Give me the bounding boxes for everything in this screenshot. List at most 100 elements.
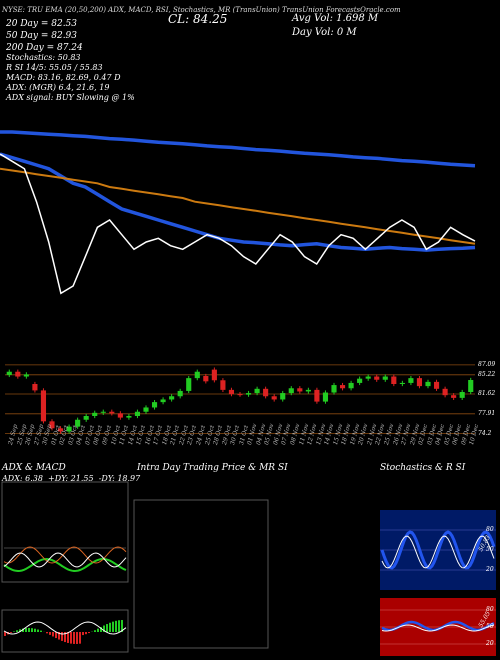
macd-histogram-bar: [16, 630, 18, 632]
candle-body: [203, 376, 209, 382]
candle-body: [151, 402, 158, 408]
stochastics-d-line: [381, 535, 495, 569]
adx-panel-labels: ADX: 6.38 +DY: 21.55 -DY: 18.97: [2, 474, 140, 483]
macd-histogram-bar: [34, 628, 36, 632]
stochastics-value-label: Stochastics: 50.83: [6, 53, 81, 62]
macd-histogram-bar: [55, 632, 57, 639]
candle-body: [365, 376, 371, 379]
macd-histogram-bar: [10, 632, 12, 633]
adx-green-line: [3, 557, 127, 573]
candle-body: [92, 412, 98, 416]
candle-body: [374, 376, 380, 380]
macd-histogram-bar: [82, 632, 84, 636]
candle-body: [399, 382, 405, 384]
stochastics-tick-label: 20: [486, 566, 494, 573]
stochastics-tick-label: 80: [486, 526, 494, 533]
macd-histogram-bar: [85, 632, 87, 635]
candle-body: [442, 388, 448, 396]
candle-body: [211, 369, 217, 381]
day-volume-label: Day Vol: 0 M: [292, 27, 357, 38]
candle-body: [263, 388, 269, 397]
candle-body: [297, 388, 303, 392]
avg-volume-label: Avg Vol: 1.698 M: [292, 13, 379, 24]
macd-histogram-bar: [22, 628, 24, 632]
candle-body: [32, 384, 38, 391]
candle-body: [331, 385, 337, 393]
candle-body: [425, 381, 431, 387]
macd-line: [3, 621, 127, 635]
macd-histogram-bar: [118, 620, 120, 632]
candle-body: [433, 381, 440, 389]
macd-histogram-bar: [121, 620, 123, 632]
candle-body: [126, 416, 132, 418]
candle-body: [245, 393, 252, 395]
candle-body: [160, 399, 166, 403]
macd-histogram-bar: [88, 632, 90, 634]
macd-panel-frame: [1, 609, 129, 653]
candle-body: [468, 380, 474, 392]
macd-histogram-bar: [46, 632, 48, 634]
macd-histogram-bar: [64, 632, 66, 643]
stochastics-k-line: [380, 530, 496, 570]
candle-body: [40, 390, 47, 422]
candle-body: [339, 385, 346, 389]
macd-histogram-bar: [73, 632, 75, 644]
candle-body: [228, 389, 235, 395]
macd-histogram-bar: [4, 632, 6, 636]
price-line: [0, 153, 476, 295]
adx-macd-title: ADX & MACD: [2, 463, 66, 473]
ema20-label: 20 Day = 82.53: [6, 19, 78, 29]
candle-body: [288, 388, 294, 394]
adx-label: ADX: 6.38: [2, 474, 43, 483]
macd-histogram-bar: [103, 625, 105, 632]
candle-body: [314, 389, 320, 402]
rsi-signal-line: [381, 624, 495, 632]
candle-body: [83, 416, 89, 420]
macd-histogram-bar: [49, 632, 51, 635]
candle-body: [391, 376, 397, 384]
candle-tick-label: 77.91: [478, 409, 496, 417]
candle-body: [15, 371, 21, 377]
candle-body: [280, 393, 286, 400]
ema50-line: [0, 167, 476, 245]
stochastics-tick-label: 50: [486, 546, 494, 553]
candle-tick-label: 81.62: [478, 390, 496, 398]
rsi-tick-label: 80: [486, 606, 494, 613]
macd-histogram-bar: [19, 629, 21, 632]
macd-value-label: MACD: 83.16, 82.69, 0.47 D: [6, 73, 121, 82]
candle-body: [23, 374, 29, 377]
macd-histogram-bar: [67, 632, 69, 643]
candle-body: [6, 371, 12, 375]
candle-body: [143, 407, 149, 412]
candle-body: [220, 380, 226, 390]
intraday-title: Intra Day Trading Price & MR SI: [137, 463, 288, 473]
macd-histogram-bar: [37, 629, 39, 632]
candle-body: [416, 378, 423, 387]
candle-body: [117, 413, 123, 418]
candle-body: [459, 392, 465, 398]
candle-body: [451, 395, 457, 398]
adx-value-label: ADX: (MGR) 6.4, 21.6, 19: [6, 83, 110, 92]
rsi-tick-label: 50: [486, 623, 494, 630]
plus-dy-label: +DY: 21.55: [48, 474, 94, 483]
candle-body: [382, 376, 388, 380]
plus-dy-line: [3, 552, 127, 568]
candle-body: [109, 411, 115, 414]
ema200-label: 200 Day = 87.24: [6, 43, 83, 53]
candle-body: [169, 396, 175, 400]
candle-body: [348, 382, 354, 389]
minus-dy-label: -DY: 18.97: [98, 474, 141, 483]
adx-panel-frame: [1, 481, 129, 583]
ema20-line: [0, 152, 476, 252]
candle-body: [305, 389, 311, 392]
candle-body: [271, 396, 277, 400]
header-title: NYSE: TRU EMA (20,50,200) ADX, MACD, RSI…: [2, 6, 401, 14]
rsi-panel-bg: [380, 598, 496, 656]
macd-histogram-bar: [13, 631, 15, 632]
intraday-panel-frame: [133, 499, 269, 649]
macd-histogram-bar: [28, 628, 30, 632]
macd-histogram-bar: [100, 627, 102, 632]
macd-histogram-bar: [52, 632, 54, 637]
macd-histogram-bar: [115, 620, 117, 632]
macd-histogram-bar: [112, 621, 114, 632]
